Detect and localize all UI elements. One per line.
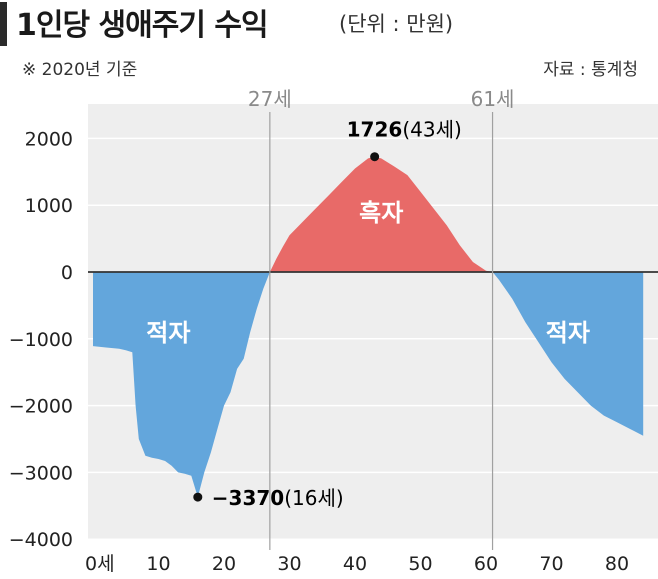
x-tick-label: 50 [408, 553, 432, 575]
region-label: 적자 [146, 319, 190, 347]
x-tick-label: 40 [343, 553, 367, 575]
annotation-age: (16세) [284, 486, 343, 510]
y-tick-label: 1000 [25, 195, 73, 217]
y-tick-label: 0 [61, 262, 73, 284]
x-tick-label: 80 [605, 553, 629, 575]
y-tick-label: −3000 [9, 462, 73, 484]
annotation-label: 1726(43세) [347, 118, 462, 142]
deficit-area [93, 272, 644, 498]
x-tick-label: 20 [212, 553, 236, 575]
y-tick-label: −1000 [9, 329, 73, 351]
title-accent-bar [0, 2, 7, 46]
annotation-label: −3370(16세) [212, 486, 344, 510]
region-label: 적자 [546, 319, 590, 347]
y-tick-label: −4000 [9, 529, 73, 551]
x-tick-label: 70 [539, 553, 563, 575]
age-divider-label: 61세 [471, 87, 515, 111]
x-tick-label: 30 [277, 553, 301, 575]
source-label: 자료 : 통계청 [543, 60, 638, 80]
annotation-age: (43세) [402, 118, 461, 142]
annotation-value: 1726 [347, 118, 403, 142]
surplus-area [93, 156, 644, 272]
y-tick-label: 2000 [25, 128, 73, 150]
x-tick-label: 60 [474, 553, 498, 575]
region-label: 흑자 [359, 199, 403, 227]
unit-label: (단위 : 만원) [339, 12, 454, 36]
base-year-note: ※ 2020년 기준 [22, 60, 138, 80]
x-tick-label: 0세 [85, 553, 115, 575]
chart-title: 1인당 생애주기 수익 [16, 8, 269, 43]
y-tick-label: −2000 [9, 396, 73, 418]
annotation-dot [370, 152, 380, 162]
age-divider-label: 27세 [248, 87, 292, 111]
annotation-dot [193, 492, 203, 502]
x-tick-label: 10 [146, 553, 170, 575]
annotation-value: −3370 [212, 486, 284, 510]
